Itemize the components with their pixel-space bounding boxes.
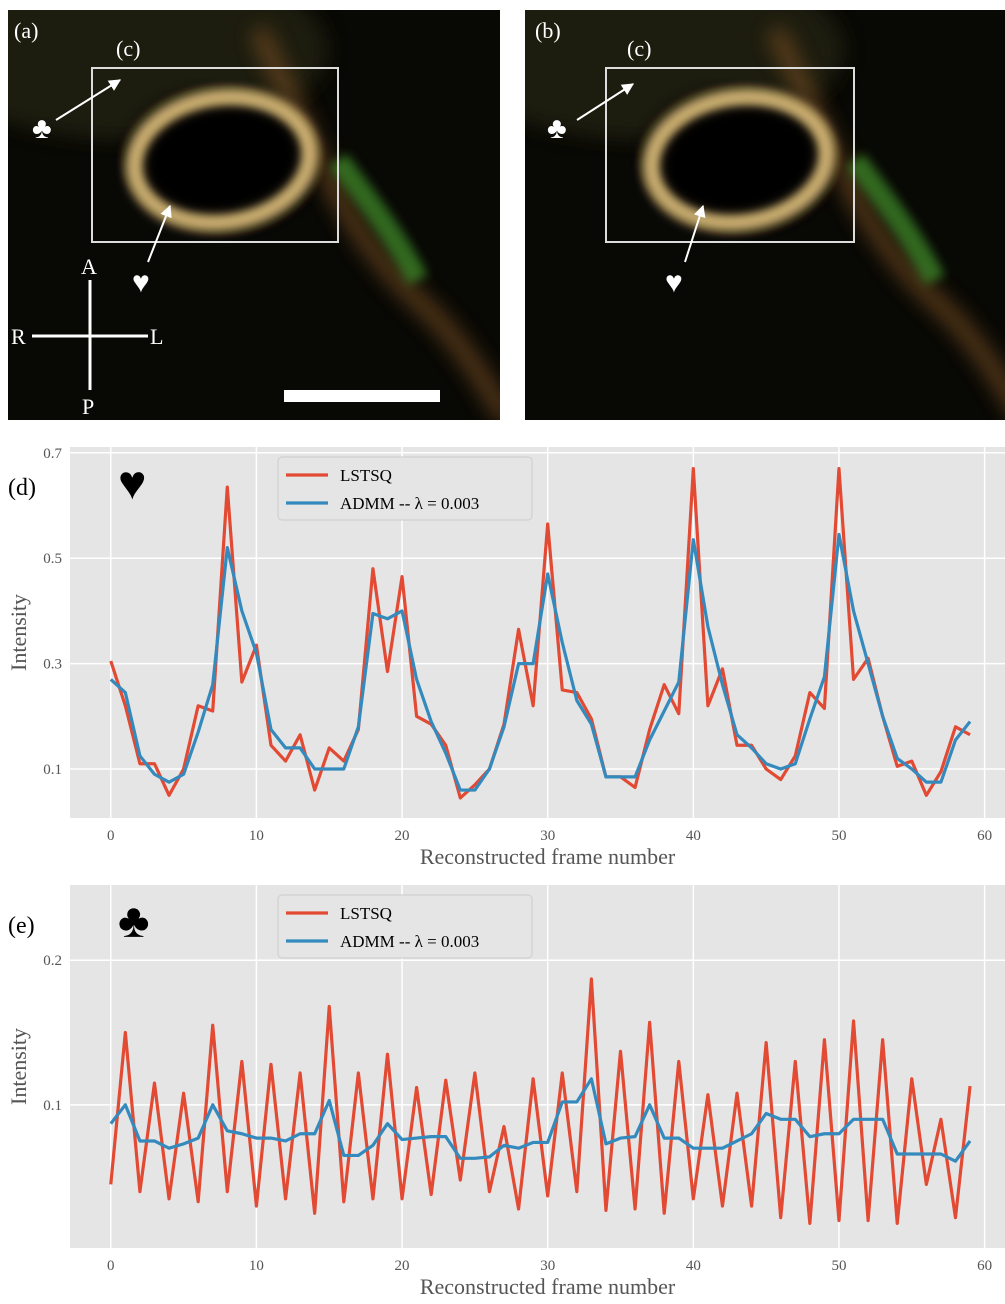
orient-label: A [81, 254, 97, 279]
y-tick-label: 0.2 [43, 953, 62, 969]
legend-label: LSTSQ [340, 904, 392, 923]
y-tick-label: 0.5 [43, 551, 62, 567]
y-tick-label: 0.1 [43, 762, 62, 778]
heart-marker: ♥ [665, 266, 683, 299]
orient-label: R [11, 324, 26, 349]
legend-label: LSTSQ [340, 466, 392, 485]
legend-label: ADMM -- λ = 0.003 [340, 932, 479, 951]
legend-label: ADMM -- λ = 0.003 [340, 494, 479, 513]
y-tick-label: 0.7 [43, 446, 62, 462]
x-tick-label: 20 [395, 1258, 410, 1274]
legend-box [277, 894, 533, 959]
x-axis-label: Reconstructed frame number [420, 1274, 676, 1299]
x-tick-label: 0 [107, 1258, 115, 1274]
x-tick-label: 10 [249, 828, 264, 844]
y-axis-label: Intensity [6, 594, 31, 671]
orient-label: L [150, 324, 163, 349]
x-tick-label: 60 [977, 828, 992, 844]
box-label: (c) [627, 36, 651, 61]
club-marker: ♣ [32, 112, 52, 145]
series-line [109, 977, 972, 1226]
x-tick-label: 20 [395, 828, 410, 844]
y-axis-label: Intensity [6, 1028, 31, 1105]
panel-b: (b) (c) ♣ ♥ [445, 0, 1005, 420]
series-line [109, 1077, 972, 1163]
x-tick-label: 60 [977, 1258, 992, 1274]
x-tick-label: 30 [540, 828, 555, 844]
y-tick-label: 0.3 [43, 657, 62, 673]
panel-label: (d) [8, 475, 36, 501]
series-line [109, 532, 972, 792]
x-tick-label: 30 [540, 1258, 555, 1274]
x-tick-label: 40 [686, 1258, 701, 1274]
panel-symbol: ♣ [118, 895, 150, 948]
scale-bar [284, 390, 440, 402]
heart-marker: ♥ [132, 266, 150, 299]
y-tick-label: 0.1 [43, 1098, 62, 1114]
x-tick-label: 0 [107, 828, 115, 844]
panel-a: (a) (c) ♣ ♥ A R L P [0, 0, 508, 420]
x-axis-label: Reconstructed frame number [420, 844, 676, 869]
panel-label: (b) [535, 18, 561, 43]
orient-label: P [82, 394, 94, 419]
x-tick-label: 50 [831, 828, 846, 844]
x-tick-label: 40 [686, 828, 701, 844]
panel-symbol: ♥ [118, 457, 147, 510]
x-tick-label: 50 [831, 1258, 846, 1274]
panel-label: (e) [8, 913, 35, 939]
x-tick-label: 10 [249, 1258, 264, 1274]
club-marker: ♣ [547, 112, 567, 145]
panel-label: (a) [14, 18, 38, 43]
box-label: (c) [116, 36, 140, 61]
legend-box [277, 456, 533, 521]
